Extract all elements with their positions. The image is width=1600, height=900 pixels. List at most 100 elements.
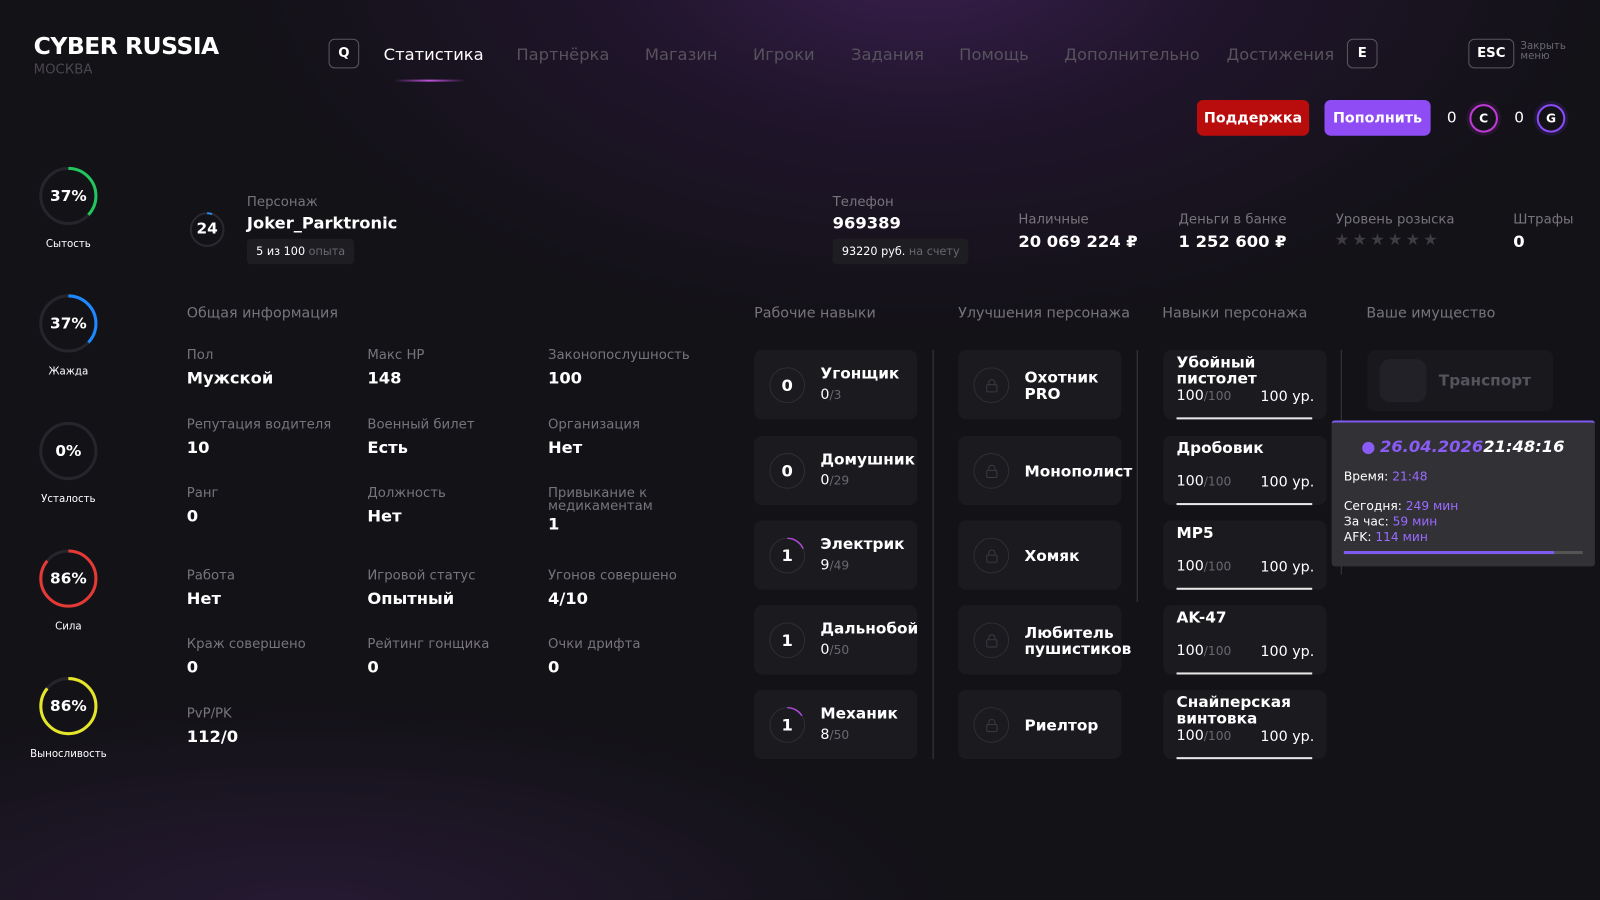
weapon-progress-bar <box>1176 672 1313 675</box>
weapon-level: 100 ур. <box>1260 728 1315 745</box>
work-skill-card[interactable]: 0 Угонщик 0/3 <box>754 349 918 420</box>
tooltip-hour-row: За час: 59 мин <box>1343 514 1438 529</box>
info-label: Макс HP <box>367 347 425 364</box>
next-tab-key-e[interactable]: E <box>1346 38 1378 69</box>
info-value: Нет <box>186 588 221 609</box>
property-transport-label: Транспорт <box>1438 371 1532 390</box>
esc-button[interactable]: ESC <box>1468 38 1515 69</box>
info-label: Военный билет <box>367 417 475 433</box>
support-button[interactable]: Поддержка <box>1196 99 1310 136</box>
car-icon <box>1379 359 1427 403</box>
weapon-name: Убойный пистолет <box>1176 353 1257 388</box>
property-card-transport[interactable]: Транспорт <box>1367 349 1554 412</box>
work-skill-card[interactable]: 1 Электрик 9/49 <box>754 520 918 590</box>
need-label: Усталость <box>41 493 96 506</box>
upgrade-name: Монополист <box>1024 462 1133 481</box>
info-value: 148 <box>367 368 402 388</box>
weapon-progress-bar <box>1176 417 1313 420</box>
work-skill-card[interactable]: 1 Дальнобой 0/50 <box>754 605 918 675</box>
wanted-stars: ★★★★★★ <box>1334 229 1441 249</box>
info-label: Должность <box>367 485 446 502</box>
upgrade-name: Риелтор <box>1024 716 1099 735</box>
wanted-label: Уровень розыска <box>1335 212 1455 228</box>
cash-label: Наличные <box>1018 212 1089 228</box>
need-value: 37% <box>50 314 87 333</box>
tab-6[interactable]: Дополнительно <box>1064 44 1200 65</box>
lock-icon <box>973 367 1010 404</box>
skill-level: 1 <box>769 537 806 574</box>
tab-5[interactable]: Помощь <box>959 44 1029 65</box>
character-name: Joker_Parktronic <box>246 213 398 233</box>
tab-7[interactable]: Достижения <box>1226 44 1335 65</box>
weapon-progress: 100/100 <box>1176 387 1232 405</box>
tab-4[interactable]: Задания <box>851 44 924 65</box>
tab-1[interactable]: Партнёрка <box>516 44 610 65</box>
bank-label: Деньги в банке <box>1178 212 1287 228</box>
tooltip-time-row: Время: 21:48 <box>1343 469 1428 484</box>
weapon-progress-bar <box>1176 587 1313 590</box>
skill-progress: 0/50 <box>820 641 850 659</box>
phone-balance-chip: 93220 руб. на счету <box>832 238 969 265</box>
need-value: 37% <box>50 186 87 206</box>
skill-name: Механик <box>820 704 898 723</box>
upgrade-card[interactable]: Охотник PRO <box>958 349 1122 420</box>
weapon-progress-bar <box>1176 757 1313 760</box>
section-work-skills: Рабочие навыки <box>754 305 876 322</box>
weapon-name: AK-47 <box>1176 608 1227 627</box>
upgrade-card[interactable]: Монополист <box>958 435 1133 506</box>
level-value: 24 <box>196 219 218 238</box>
info-label: PvP/PK <box>186 706 232 722</box>
info-value: Опытный <box>367 588 455 609</box>
need-ring-0 <box>39 166 98 225</box>
tooltip-today-row: Сегодня: 249 мин <box>1343 498 1459 514</box>
upgrade-card[interactable]: Хомяк <box>958 520 1122 590</box>
need-value: 0% <box>55 441 82 461</box>
weapon-skill-card: Дробовик 100 ур. 100/100 <box>1163 435 1327 506</box>
info-value: 0 <box>547 657 560 677</box>
upgrade-card[interactable]: Риелтор <box>958 689 1122 760</box>
tooltip-progress-fill <box>1343 551 1554 555</box>
exp-chip: 5 из 100 опыта <box>246 238 355 265</box>
skill-level: 0 <box>769 367 806 404</box>
active-tab-underline <box>393 79 466 82</box>
bank-value: 1 252 600 ₽ <box>1178 231 1287 252</box>
close-menu-label[interactable]: Закрыть меню <box>1520 40 1566 63</box>
info-value: 0 <box>186 657 199 677</box>
skill-level: 1 <box>769 622 806 659</box>
divider <box>1136 349 1138 603</box>
weapon-level: 100 ур. <box>1260 388 1315 406</box>
coins-c-count: 0 <box>1446 108 1457 127</box>
info-label: Организация <box>547 417 641 433</box>
tooltip-datetime: 26.04.202621:48:16 <box>1332 437 1595 456</box>
skill-level: 1 <box>769 707 806 743</box>
upgrade-card[interactable]: Любитель пушистиков <box>958 605 1131 675</box>
weapon-skill-card: AK-47 100 ур. 100/100 <box>1163 605 1327 675</box>
work-skill-card[interactable]: 1 Механик 8/50 <box>754 689 918 760</box>
coins-g-count: 0 <box>1514 108 1525 127</box>
skill-name: Угонщик <box>820 364 900 383</box>
weapon-progress: 100/100 <box>1176 642 1232 660</box>
need-value: 86% <box>50 569 87 588</box>
tooltip-time: 21:48:16 <box>1483 436 1565 457</box>
tab-3[interactable]: Игроки <box>753 44 815 65</box>
weapon-name: Дробовик <box>1176 438 1264 458</box>
phone-label: Телефон <box>832 194 894 211</box>
section-skills: Навыки персонажа <box>1162 305 1308 322</box>
skill-level: 0 <box>769 453 806 489</box>
tab-0[interactable]: Статистика <box>383 44 484 65</box>
info-value: 4/10 <box>547 588 589 609</box>
exp-suffix: опыта <box>308 244 346 259</box>
skill-progress: 0/29 <box>820 472 850 489</box>
fines-label: Штрафы <box>1513 212 1574 228</box>
info-label: Угонов совершено <box>547 568 677 584</box>
work-skill-card[interactable]: 0 Домушник 0/29 <box>754 435 918 506</box>
need-label: Сила <box>55 621 82 633</box>
skill-progress-arc <box>769 707 806 743</box>
phone-balance-suffix: на счету <box>908 244 960 259</box>
topup-button[interactable]: Пополнить <box>1324 99 1431 136</box>
weapon-level: 100 ур. <box>1260 474 1315 491</box>
cash-value: 20 069 224 ₽ <box>1018 231 1138 252</box>
prev-tab-key-q[interactable]: Q <box>328 38 360 69</box>
tab-2[interactable]: Магазин <box>644 44 718 65</box>
tooltip-afk-row: AFK: 114 мин <box>1343 529 1428 544</box>
